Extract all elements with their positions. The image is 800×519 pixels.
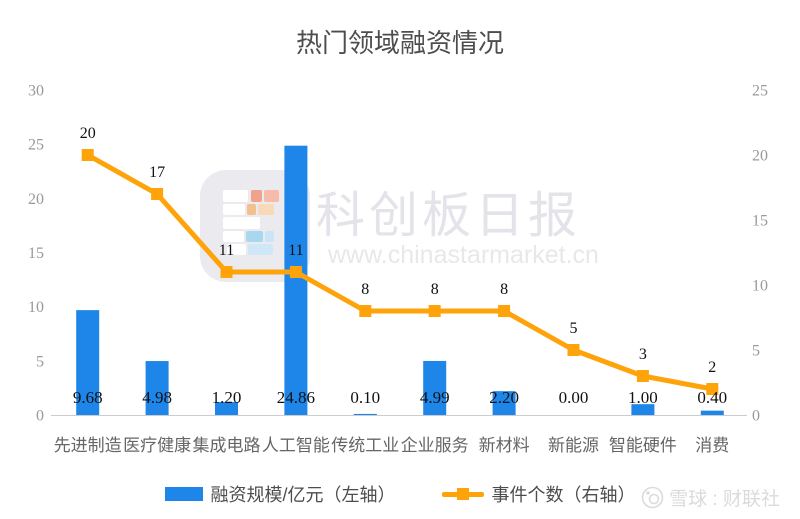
x-axis-label-新能源: 新能源 — [548, 436, 599, 455]
left-axis-tick-20: 20 — [28, 191, 44, 208]
line-value-label-新能源: 5 — [570, 320, 578, 337]
left-axis-tick-15: 15 — [28, 245, 44, 262]
bar-value-label-医疗健康: 4.98 — [142, 388, 172, 407]
x-axis-label-人工智能: 人工智能 — [262, 436, 330, 455]
right-axis-tick-5: 5 — [752, 343, 760, 360]
bar-value-label-新能源: 0.00 — [559, 388, 589, 407]
bar-人工智能[interactable] — [284, 145, 308, 415]
bar-智能硬件[interactable] — [631, 404, 655, 415]
line-series-swatch-icon — [441, 488, 484, 500]
right-axis-tick-0: 0 — [752, 408, 760, 425]
x-axis-label-集成电路: 集成电路 — [193, 436, 261, 455]
chart-title: 热门领域融资情况 — [295, 28, 504, 58]
bar-value-label-人工智能: 24.86 — [277, 388, 315, 407]
bar-先进制造[interactable] — [76, 310, 100, 415]
source-credit: 雪球 : 财联社 — [641, 484, 780, 511]
bar-消费[interactable] — [700, 410, 724, 415]
xueqiu-logo-icon — [641, 486, 664, 509]
line-series[interactable] — [86, 152, 713, 392]
line-marker-人工智能[interactable] — [289, 266, 302, 278]
x-axis-label-新材料: 新材料 — [479, 436, 530, 455]
right-axis-tick-15: 15 — [752, 213, 768, 230]
right-axis-tick-10: 10 — [752, 278, 768, 295]
left-axis-tick-10: 10 — [28, 299, 44, 316]
x-axis-label-传统工业: 传统工业 — [331, 436, 399, 455]
line-value-label-消费: 2 — [708, 359, 716, 376]
x-axis-label-先进制造: 先进制造 — [54, 436, 122, 455]
legend-item-line-series[interactable]: 事件个数（右轴） — [441, 481, 636, 507]
line-value-label-集成电路: 11 — [219, 242, 234, 259]
bar-series-swatch-icon — [164, 487, 203, 501]
left-axis-tick-5: 5 — [36, 353, 44, 370]
line-marker-消费[interactable] — [706, 383, 719, 395]
watermark-url: www.chinastarmarket.cn — [328, 241, 599, 269]
x-axis-label-消费: 消费 — [695, 436, 729, 455]
legend: 融资规模/亿元（左轴） 事件个数（右轴） — [0, 481, 800, 507]
line-swatch-marker — [456, 488, 469, 500]
line-value-label-新材料: 8 — [500, 281, 508, 298]
legend-bar-label: 融资规模/亿元（左轴） — [210, 485, 396, 505]
line-marker-先进制造[interactable] — [81, 149, 94, 161]
line-marker-传统工业[interactable] — [359, 305, 372, 317]
line-value-label-先进制造: 20 — [80, 125, 96, 142]
line-marker-医疗健康[interactable] — [151, 188, 164, 200]
line-value-label-人工智能: 11 — [288, 242, 303, 259]
line-marker-企业服务[interactable] — [428, 305, 441, 317]
bar-传统工业[interactable] — [353, 413, 377, 415]
bar-集成电路[interactable] — [215, 402, 238, 415]
right-axis-tick-25: 25 — [752, 83, 768, 100]
bar-value-label-先进制造: 9.68 — [73, 388, 103, 407]
left-axis-tick-0: 0 — [36, 408, 44, 425]
bar-企业服务[interactable] — [423, 360, 447, 415]
line-value-label-智能硬件: 3 — [639, 346, 647, 363]
x-axis-label-企业服务: 企业服务 — [401, 436, 469, 455]
bar-value-label-智能硬件: 1.00 — [628, 388, 658, 407]
line-value-label-医疗健康: 17 — [149, 164, 165, 181]
line-marker-智能硬件[interactable] — [636, 370, 649, 382]
bar-value-label-集成电路: 1.20 — [212, 388, 242, 407]
legend-line-label: 事件个数（右轴） — [491, 485, 636, 505]
legend-item-bar-series[interactable]: 融资规模/亿元（左轴） — [164, 481, 396, 507]
line-marker-集成电路[interactable] — [220, 266, 233, 278]
x-axis-label-智能硬件: 智能硬件 — [609, 436, 677, 455]
left-axis-tick-25: 25 — [28, 137, 44, 154]
bar-医疗健康[interactable] — [145, 361, 169, 415]
x-axis-label-医疗健康: 医疗健康 — [123, 436, 191, 455]
line-marker-新材料[interactable] — [498, 305, 511, 317]
line-marker-新能源[interactable] — [567, 344, 580, 356]
bar-value-label-企业服务: 4.99 — [420, 388, 450, 407]
source-credit-text: 雪球 : 财联社 — [669, 489, 780, 510]
bar-value-label-传统工业: 0.10 — [350, 388, 380, 407]
bar-新材料[interactable] — [492, 391, 516, 415]
watermark-name: 科创板日报 — [316, 188, 582, 243]
line-value-label-传统工业: 8 — [361, 281, 369, 298]
left-axis-tick-30: 30 — [28, 83, 44, 100]
bar-value-label-新材料: 2.20 — [489, 388, 519, 407]
line-value-label-企业服务: 8 — [431, 281, 439, 298]
right-axis-tick-20: 20 — [752, 148, 768, 165]
bar-value-label-消费: 0.40 — [697, 388, 727, 407]
starmarket-logo-watermark-icon — [200, 170, 310, 282]
